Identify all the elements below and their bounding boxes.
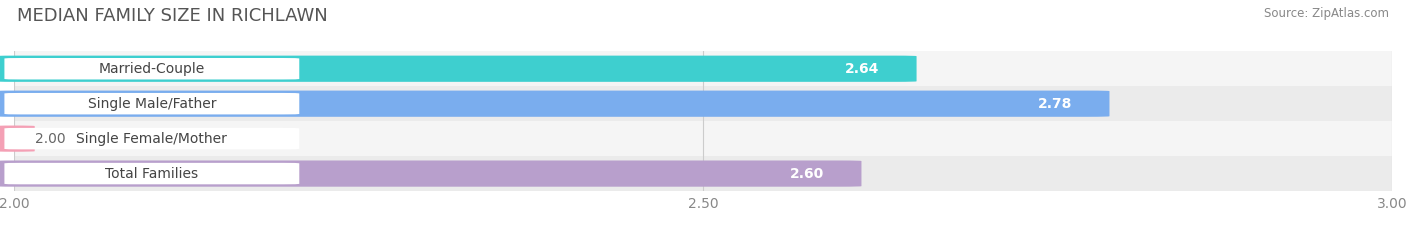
- Text: MEDIAN FAMILY SIZE IN RICHLAWN: MEDIAN FAMILY SIZE IN RICHLAWN: [17, 7, 328, 25]
- FancyBboxPatch shape: [14, 86, 1392, 121]
- FancyBboxPatch shape: [14, 121, 1392, 156]
- FancyBboxPatch shape: [4, 58, 299, 79]
- Text: 2.60: 2.60: [790, 167, 824, 181]
- Text: Married-Couple: Married-Couple: [98, 62, 205, 76]
- FancyBboxPatch shape: [14, 156, 1392, 191]
- FancyBboxPatch shape: [0, 161, 862, 187]
- FancyBboxPatch shape: [4, 93, 299, 114]
- Text: Single Male/Father: Single Male/Father: [87, 97, 217, 111]
- Text: Total Families: Total Families: [105, 167, 198, 181]
- Text: Source: ZipAtlas.com: Source: ZipAtlas.com: [1264, 7, 1389, 20]
- FancyBboxPatch shape: [0, 91, 1109, 117]
- FancyBboxPatch shape: [4, 128, 299, 149]
- Text: 2.64: 2.64: [845, 62, 879, 76]
- Text: Single Female/Mother: Single Female/Mother: [76, 132, 228, 146]
- FancyBboxPatch shape: [4, 163, 299, 184]
- Text: 2.78: 2.78: [1038, 97, 1073, 111]
- FancyBboxPatch shape: [0, 126, 35, 152]
- FancyBboxPatch shape: [14, 51, 1392, 86]
- FancyBboxPatch shape: [0, 56, 917, 82]
- Text: 2.00: 2.00: [35, 132, 65, 146]
